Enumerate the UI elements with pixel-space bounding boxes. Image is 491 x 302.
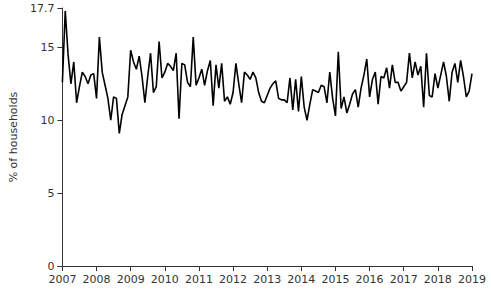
svg-text:17.7: 17.7 [30,2,55,15]
svg-text:2017: 2017 [390,273,418,286]
svg-text:15: 15 [40,41,54,54]
svg-text:% of households: % of households [7,91,20,182]
svg-text:10: 10 [40,114,54,127]
svg-text:5: 5 [47,187,54,200]
svg-text:2014: 2014 [287,273,315,286]
svg-text:2011: 2011 [185,273,213,286]
svg-text:2016: 2016 [356,273,384,286]
svg-text:2009: 2009 [117,273,145,286]
svg-text:2015: 2015 [321,273,349,286]
svg-text:2012: 2012 [219,273,247,286]
svg-text:2010: 2010 [151,273,179,286]
svg-text:0: 0 [47,260,54,273]
svg-text:2008: 2008 [83,273,111,286]
svg-text:2018: 2018 [424,273,452,286]
svg-text:2013: 2013 [253,273,281,286]
svg-text:2007: 2007 [48,273,76,286]
svg-text:2019: 2019 [458,273,486,286]
